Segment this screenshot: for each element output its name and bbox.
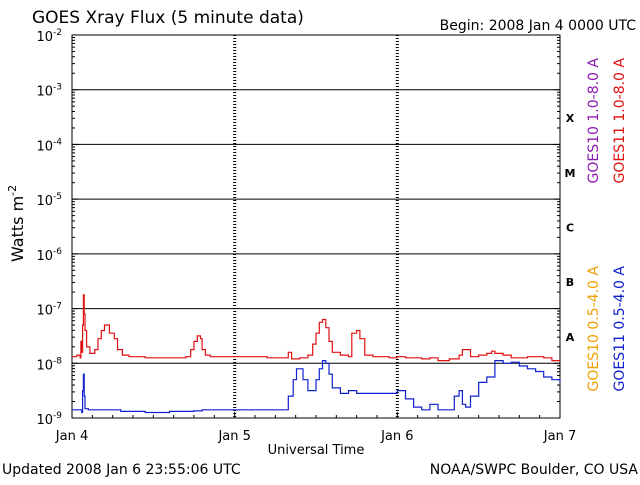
y-tick-label-exponent: -4 [53,137,62,147]
y-tick-label-base: 10 [36,413,53,428]
y-axis-label-text: Watts m [8,196,27,262]
x-tick-label: Jan 5 [217,429,250,444]
begin-label: Begin: 2008 Jan 4 0000 UTC [440,18,637,34]
y-tick-label-base: 10 [36,139,53,154]
y-tick-label-exponent: -6 [53,247,62,257]
x-tick-label: Jan 6 [380,429,413,444]
y-tick-label: 10-2 [36,28,62,45]
y-tick-label-exponent: -2 [53,28,62,38]
flare-class-label: C [566,222,574,235]
y-tick-label-base: 10 [36,304,53,319]
series-line [72,360,561,414]
legend-label: GOES10 0.5-4.0 A [586,266,602,392]
y-tick-label-exponent: -9 [53,411,62,421]
y-tick-label-exponent: -8 [53,356,62,366]
legend-item: GOES10 1.0-8.0 A [586,58,602,184]
y-tick-label-base: 10 [36,85,53,100]
y-tick-label: 10-9 [36,411,62,428]
day-separators [233,35,399,418]
y-tick-label-base: 10 [36,194,53,209]
y-tick-label: 10-5 [36,192,62,209]
y-tick-label: 10-4 [36,137,62,154]
legend: GOES10 1.0-8.0 A GOES11 1.0-8.0 A GOES10 0… [586,58,628,392]
y-tick-label: 10-8 [36,356,62,373]
y-tick-label-exponent: -7 [53,302,62,312]
flare-class-label: M [565,167,576,180]
y-axis-label-exponent: -2 [6,185,19,196]
y-axis-label-group: Watts m-2 [6,185,27,262]
y-tick-label-exponent: -3 [53,83,62,93]
data-source: NOAA/SWPC Boulder, CO USA [430,462,639,478]
flare-class-label: B [566,276,574,289]
y-tick-label-base: 10 [36,30,53,45]
y-tick-label-base: 10 [36,249,53,264]
y-tick-label-base: 10 [36,358,53,373]
series-lines [72,294,561,414]
y-tick-label: 10-7 [36,302,62,319]
updated-timestamp: Updated 2008 Jan 6 23:55:06 UTC [2,462,241,478]
chart-title: GOES Xray Flux (5 minute data) [32,8,304,28]
x-tick-label: Jan 4 [55,429,88,444]
flare-class-label: A [566,331,575,344]
legend-item: GOES11 0.5-4.0 A [612,266,628,392]
y-tick-label-exponent: -5 [53,192,62,202]
y-axis-label: Watts m-2 [6,185,27,262]
legend-label: GOES11 1.0-8.0 A [612,58,628,184]
flare-class-labels: X M C B A [565,112,576,344]
flare-class-label: X [566,112,575,125]
legend-label: GOES11 0.5-4.0 A [612,266,628,392]
legend-label: GOES10 1.0-8.0 A [586,58,602,184]
y-tick-label: 10-6 [36,247,62,264]
legend-item: GOES11 1.0-8.0 A [612,58,628,184]
x-axis-ticks: Jan 4 Jan 5 Jan 6 Jan 7 [55,412,576,444]
x-tick-label: Jan 7 [543,429,576,444]
series-line [72,294,560,362]
y-axis-ticks: 10-210-310-410-510-610-710-810-9 [36,28,560,428]
y-tick-label: 10-3 [36,83,62,100]
legend-item: GOES10 0.5-4.0 A [586,266,602,392]
x-axis-label: Universal Time [268,443,365,458]
